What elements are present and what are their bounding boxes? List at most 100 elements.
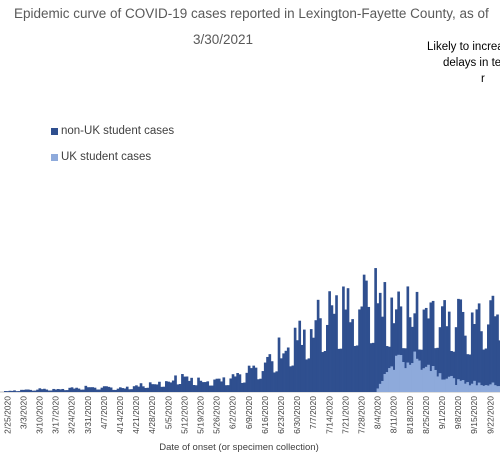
- bar-non-uk: [484, 348, 488, 392]
- series-uk-bars: [376, 351, 500, 392]
- bar-uk: [493, 385, 497, 392]
- chart-title-line2: 3/30/2021: [192, 32, 254, 47]
- bar-non-uk: [473, 324, 476, 392]
- bar-uk: [422, 368, 426, 392]
- x-tick-label: 5/12/2020: [179, 396, 189, 434]
- bar-non-uk: [293, 327, 297, 392]
- bar-non-uk: [330, 305, 334, 392]
- bar-non-uk: [114, 389, 118, 392]
- bar-non-uk: [376, 303, 380, 392]
- bar-non-uk: [427, 318, 430, 392]
- bar-non-uk: [415, 291, 419, 392]
- bar-non-uk: [181, 374, 184, 392]
- bar-non-uk: [247, 365, 251, 392]
- bar-non-uk: [227, 385, 230, 392]
- bar-uk: [459, 380, 463, 392]
- bar-non-uk: [6, 391, 9, 392]
- bar-non-uk: [137, 386, 141, 392]
- bar-non-uk: [280, 358, 283, 392]
- bar-non-uk: [307, 358, 311, 392]
- legend-label-non-uk: non-UK student cases: [61, 125, 175, 137]
- bar-non-uk: [15, 391, 19, 392]
- bar-non-uk: [399, 306, 403, 392]
- bar-uk: [447, 376, 451, 392]
- bar-non-uk: [291, 365, 295, 392]
- bar-non-uk: [328, 291, 331, 392]
- annotation-line1: Likely to increas: [427, 41, 500, 53]
- bar-non-uk: [284, 350, 288, 392]
- bar-uk: [450, 375, 453, 392]
- legend-item-uk: UK student cases: [51, 151, 151, 164]
- bar-non-uk: [213, 379, 216, 392]
- bar-non-uk: [38, 388, 42, 392]
- bar-uk: [498, 386, 500, 392]
- x-tick-label: 3/10/2020: [34, 396, 44, 434]
- bar-non-uk: [257, 379, 260, 392]
- x-tick-label: 7/28/2020: [356, 396, 366, 434]
- bar-non-uk: [183, 376, 187, 392]
- bar-non-uk: [250, 368, 253, 392]
- bar-non-uk: [353, 345, 357, 392]
- x-tick-label: 5/26/2020: [212, 396, 222, 434]
- x-tick-label: 6/16/2020: [260, 396, 270, 434]
- bar-non-uk: [468, 354, 472, 392]
- bar-non-uk: [98, 389, 101, 392]
- bar-uk: [420, 369, 423, 392]
- bar-non-uk: [236, 373, 239, 392]
- bar-non-uk: [450, 350, 453, 392]
- bar-uk: [390, 366, 394, 392]
- bar-non-uk: [309, 329, 313, 392]
- bar-uk: [411, 363, 414, 392]
- x-tick-label: 3/31/2020: [83, 396, 93, 434]
- x-tick-label: 3/3/2020: [18, 396, 28, 429]
- bar-non-uk: [215, 378, 219, 392]
- legend-label-uk: UK student cases: [61, 151, 152, 163]
- bar-non-uk: [408, 317, 412, 392]
- bar-non-uk: [234, 376, 237, 392]
- bar-non-uk: [192, 385, 196, 392]
- bar-non-uk: [321, 352, 325, 392]
- bar-non-uk: [63, 390, 67, 392]
- legend-swatch-uk: [51, 154, 58, 161]
- bar-non-uk: [259, 378, 262, 392]
- bar-non-uk: [447, 311, 451, 392]
- bar-non-uk: [332, 313, 336, 392]
- bar-non-uk: [197, 377, 200, 392]
- bar-uk: [427, 364, 430, 392]
- bar-non-uk: [82, 389, 85, 392]
- bar-non-uk: [355, 345, 359, 392]
- bar-non-uk: [263, 362, 267, 392]
- annotation-line2: delays in tes: [443, 57, 500, 69]
- bar-non-uk: [390, 297, 394, 392]
- bar-uk: [461, 380, 465, 392]
- legend-item-non-uk: non-UK student cases: [51, 125, 174, 138]
- bar-uk: [392, 369, 396, 392]
- bar-uk: [429, 371, 433, 392]
- bar-non-uk: [185, 376, 189, 392]
- bar-uk: [473, 380, 476, 392]
- bar-non-uk: [454, 327, 458, 392]
- bar-non-uk: [344, 309, 348, 392]
- bar-non-uk: [174, 375, 177, 392]
- bar-non-uk: [452, 351, 456, 392]
- bar-uk: [406, 362, 410, 392]
- bar-non-uk: [176, 384, 180, 392]
- bar-non-uk: [438, 327, 442, 392]
- bar-non-uk: [277, 337, 281, 392]
- bar-non-uk: [282, 353, 285, 392]
- x-tick-label: 6/23/2020: [276, 396, 286, 434]
- bar-non-uk: [89, 387, 92, 392]
- bar-non-uk: [165, 381, 168, 392]
- x-tick-label: 6/2/2020: [228, 396, 238, 429]
- bar-non-uk: [493, 316, 497, 392]
- x-tick-label: 5/5/2020: [163, 396, 173, 429]
- bar-non-uk: [326, 324, 329, 392]
- bar-non-uk: [130, 389, 134, 392]
- x-tick-label: 6/9/2020: [244, 396, 254, 429]
- bar-non-uk: [188, 380, 191, 392]
- bar-uk: [487, 385, 490, 392]
- bar-uk: [491, 382, 495, 392]
- bar-uk: [415, 358, 419, 392]
- bar-uk: [468, 385, 472, 392]
- chart-title-line1: Epidemic curve of COVID-19 cases reporte…: [14, 6, 489, 21]
